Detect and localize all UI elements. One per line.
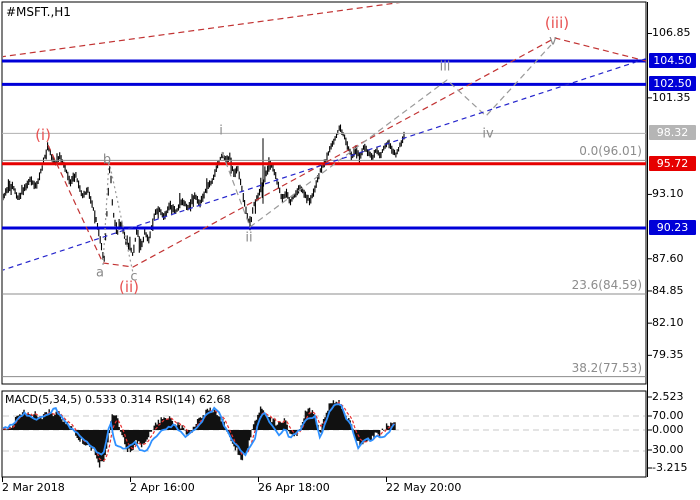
abc-connector-gray-dotted	[102, 160, 134, 274]
axis-tick-marks	[2, 32, 652, 482]
wave-projection-gray-dashed	[221, 44, 552, 228]
wave-zigzag-red-dashed	[47, 37, 646, 268]
macd-rsi-panel	[3, 400, 645, 468]
main-chart-frame	[1, 1, 647, 385]
rsi-line	[3, 403, 395, 457]
upper-channel-red-dashed	[3, 3, 401, 58]
indicator-panel-frame	[1, 390, 647, 478]
forecast-overlays	[3, 3, 646, 274]
macd-signal-line	[3, 401, 396, 462]
support-trendline-blue-dashed	[3, 58, 646, 271]
